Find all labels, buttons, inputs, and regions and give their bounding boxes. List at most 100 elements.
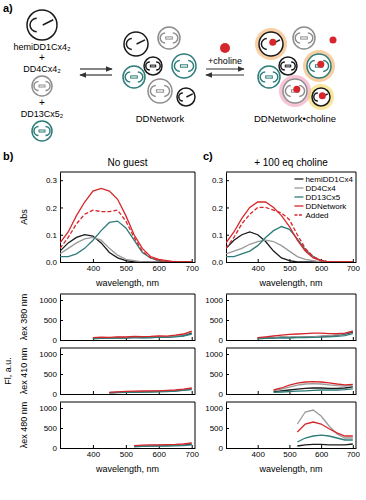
chart: 4005006007000.00.10.20.3No guestwaveleng… — [19, 157, 199, 288]
molecule-cartoon — [307, 54, 331, 78]
y-tick-mark — [226, 235, 229, 236]
legend-swatch — [294, 187, 303, 188]
series-line — [226, 207, 353, 262]
y-tick-label: 0.3 — [212, 176, 224, 185]
cage-cup — [179, 93, 183, 101]
plus-sign: + — [39, 52, 45, 63]
x-tick: 400 — [87, 259, 101, 273]
y-axis: 05001000 — [39, 349, 63, 400]
y-tick-label: 0 — [219, 390, 224, 399]
y-axis: 05001000 — [205, 349, 229, 400]
y-tick-mark — [226, 207, 229, 208]
y-axis-title: λex 380 nm — [19, 294, 29, 341]
plot-area — [134, 443, 192, 447]
cage-cup — [34, 82, 39, 91]
x-tick: 700 — [186, 445, 200, 459]
plot-frame — [226, 402, 356, 403]
x-tick-mark — [258, 391, 259, 394]
x-tick-mark — [93, 445, 94, 448]
plot-frame — [195, 172, 196, 262]
legend-label: DD4Cx4 — [305, 184, 336, 193]
y-tick-mark — [60, 180, 63, 181]
series-line — [274, 387, 353, 392]
plot-frame — [60, 172, 195, 173]
x-tick: 400 — [252, 445, 266, 459]
legend-entry: DDNetwork — [294, 202, 347, 211]
y-tick-label: 500 — [210, 424, 224, 433]
equilibrium-arrow — [80, 68, 112, 69]
cage-cup — [285, 86, 290, 97]
x-tick-label: 600 — [153, 264, 167, 273]
cage-cup — [261, 39, 266, 50]
x-tick-mark — [321, 445, 322, 448]
bound-guest — [317, 61, 324, 68]
cage-ring — [32, 76, 52, 96]
cage-cup — [273, 72, 278, 82]
series-line — [226, 227, 353, 262]
molecule-cartoon — [158, 27, 180, 49]
chart: 05001000λex 380 nm — [19, 294, 196, 345]
series-line — [60, 237, 192, 262]
y-tick-label: 500 — [210, 370, 224, 379]
legend-swatch — [294, 214, 303, 215]
cage-cup — [164, 86, 169, 97]
cage-tail — [186, 94, 192, 97]
panel-label: b) — [3, 150, 14, 162]
y-axis: 05001000 — [205, 295, 229, 346]
cage-cup — [308, 33, 313, 43]
plot-frame — [60, 348, 195, 349]
figure: a)hemiDD1Cx4₂+DD4Cx4₂+DD13Cx5₂DDNetwork+… — [0, 0, 366, 500]
plot-frame — [356, 172, 357, 262]
cage-cup — [138, 72, 143, 82]
series-line — [258, 331, 353, 338]
series-line — [109, 388, 191, 392]
x-tick-mark — [258, 259, 259, 262]
legend-swatch — [294, 178, 303, 179]
binding-halo — [279, 75, 311, 107]
y-tick-mark — [226, 262, 229, 263]
cage-cup — [174, 61, 179, 72]
cage-ring — [123, 66, 145, 88]
x-tick-label: 500 — [283, 450, 297, 459]
bound-guest — [330, 37, 337, 44]
cage-ring — [177, 88, 195, 106]
y-tick-mark — [60, 262, 63, 263]
y-tick: 0.2 — [212, 204, 229, 213]
plot-area — [109, 388, 191, 393]
legend-entry: DD4Cx4 — [294, 184, 336, 193]
cage-ring — [293, 27, 315, 49]
y-axis-title: Fl, a.u. — [3, 357, 13, 385]
plot-area — [258, 331, 353, 339]
panel-label: a) — [3, 2, 13, 14]
x-tick: 500 — [283, 445, 297, 459]
y-axis-line — [60, 349, 61, 395]
molecule-cartoon — [258, 66, 280, 88]
cage-cup — [314, 93, 318, 101]
series-line — [226, 232, 353, 262]
cage-cup — [160, 33, 165, 43]
network-label: DDNetwork — [136, 113, 185, 124]
y-tick: 1000 — [205, 404, 229, 413]
cage-cup — [30, 18, 37, 32]
cage-tail — [43, 20, 54, 25]
x-axis-line — [227, 340, 357, 341]
x-tick-label: 700 — [347, 264, 361, 273]
cage-cup — [34, 127, 39, 136]
plot-frame — [195, 348, 196, 394]
series-line — [93, 332, 192, 338]
chart: 40050060070005001000wavelength, nmλex 48… — [19, 402, 199, 474]
y-tick-label: 500 — [44, 370, 58, 379]
legend-label: DD13Cx5 — [305, 193, 340, 202]
y-axis: 05001000 — [39, 403, 63, 454]
bound-guest — [319, 92, 326, 99]
equilibrium-arrow — [206, 68, 244, 69]
y-tick-mark — [226, 354, 229, 355]
cage-ring — [172, 54, 196, 78]
molecule-cartoon — [293, 27, 315, 49]
x-tick-label: 500 — [283, 264, 297, 273]
chart: 4005006007000.00.10.20.3+ 100 eq choline… — [212, 157, 361, 288]
plot-area — [93, 331, 192, 339]
species-label: hemiDD1Cx4₂ — [13, 42, 71, 52]
binding-halo — [303, 50, 335, 82]
y-tick-mark — [60, 408, 63, 409]
